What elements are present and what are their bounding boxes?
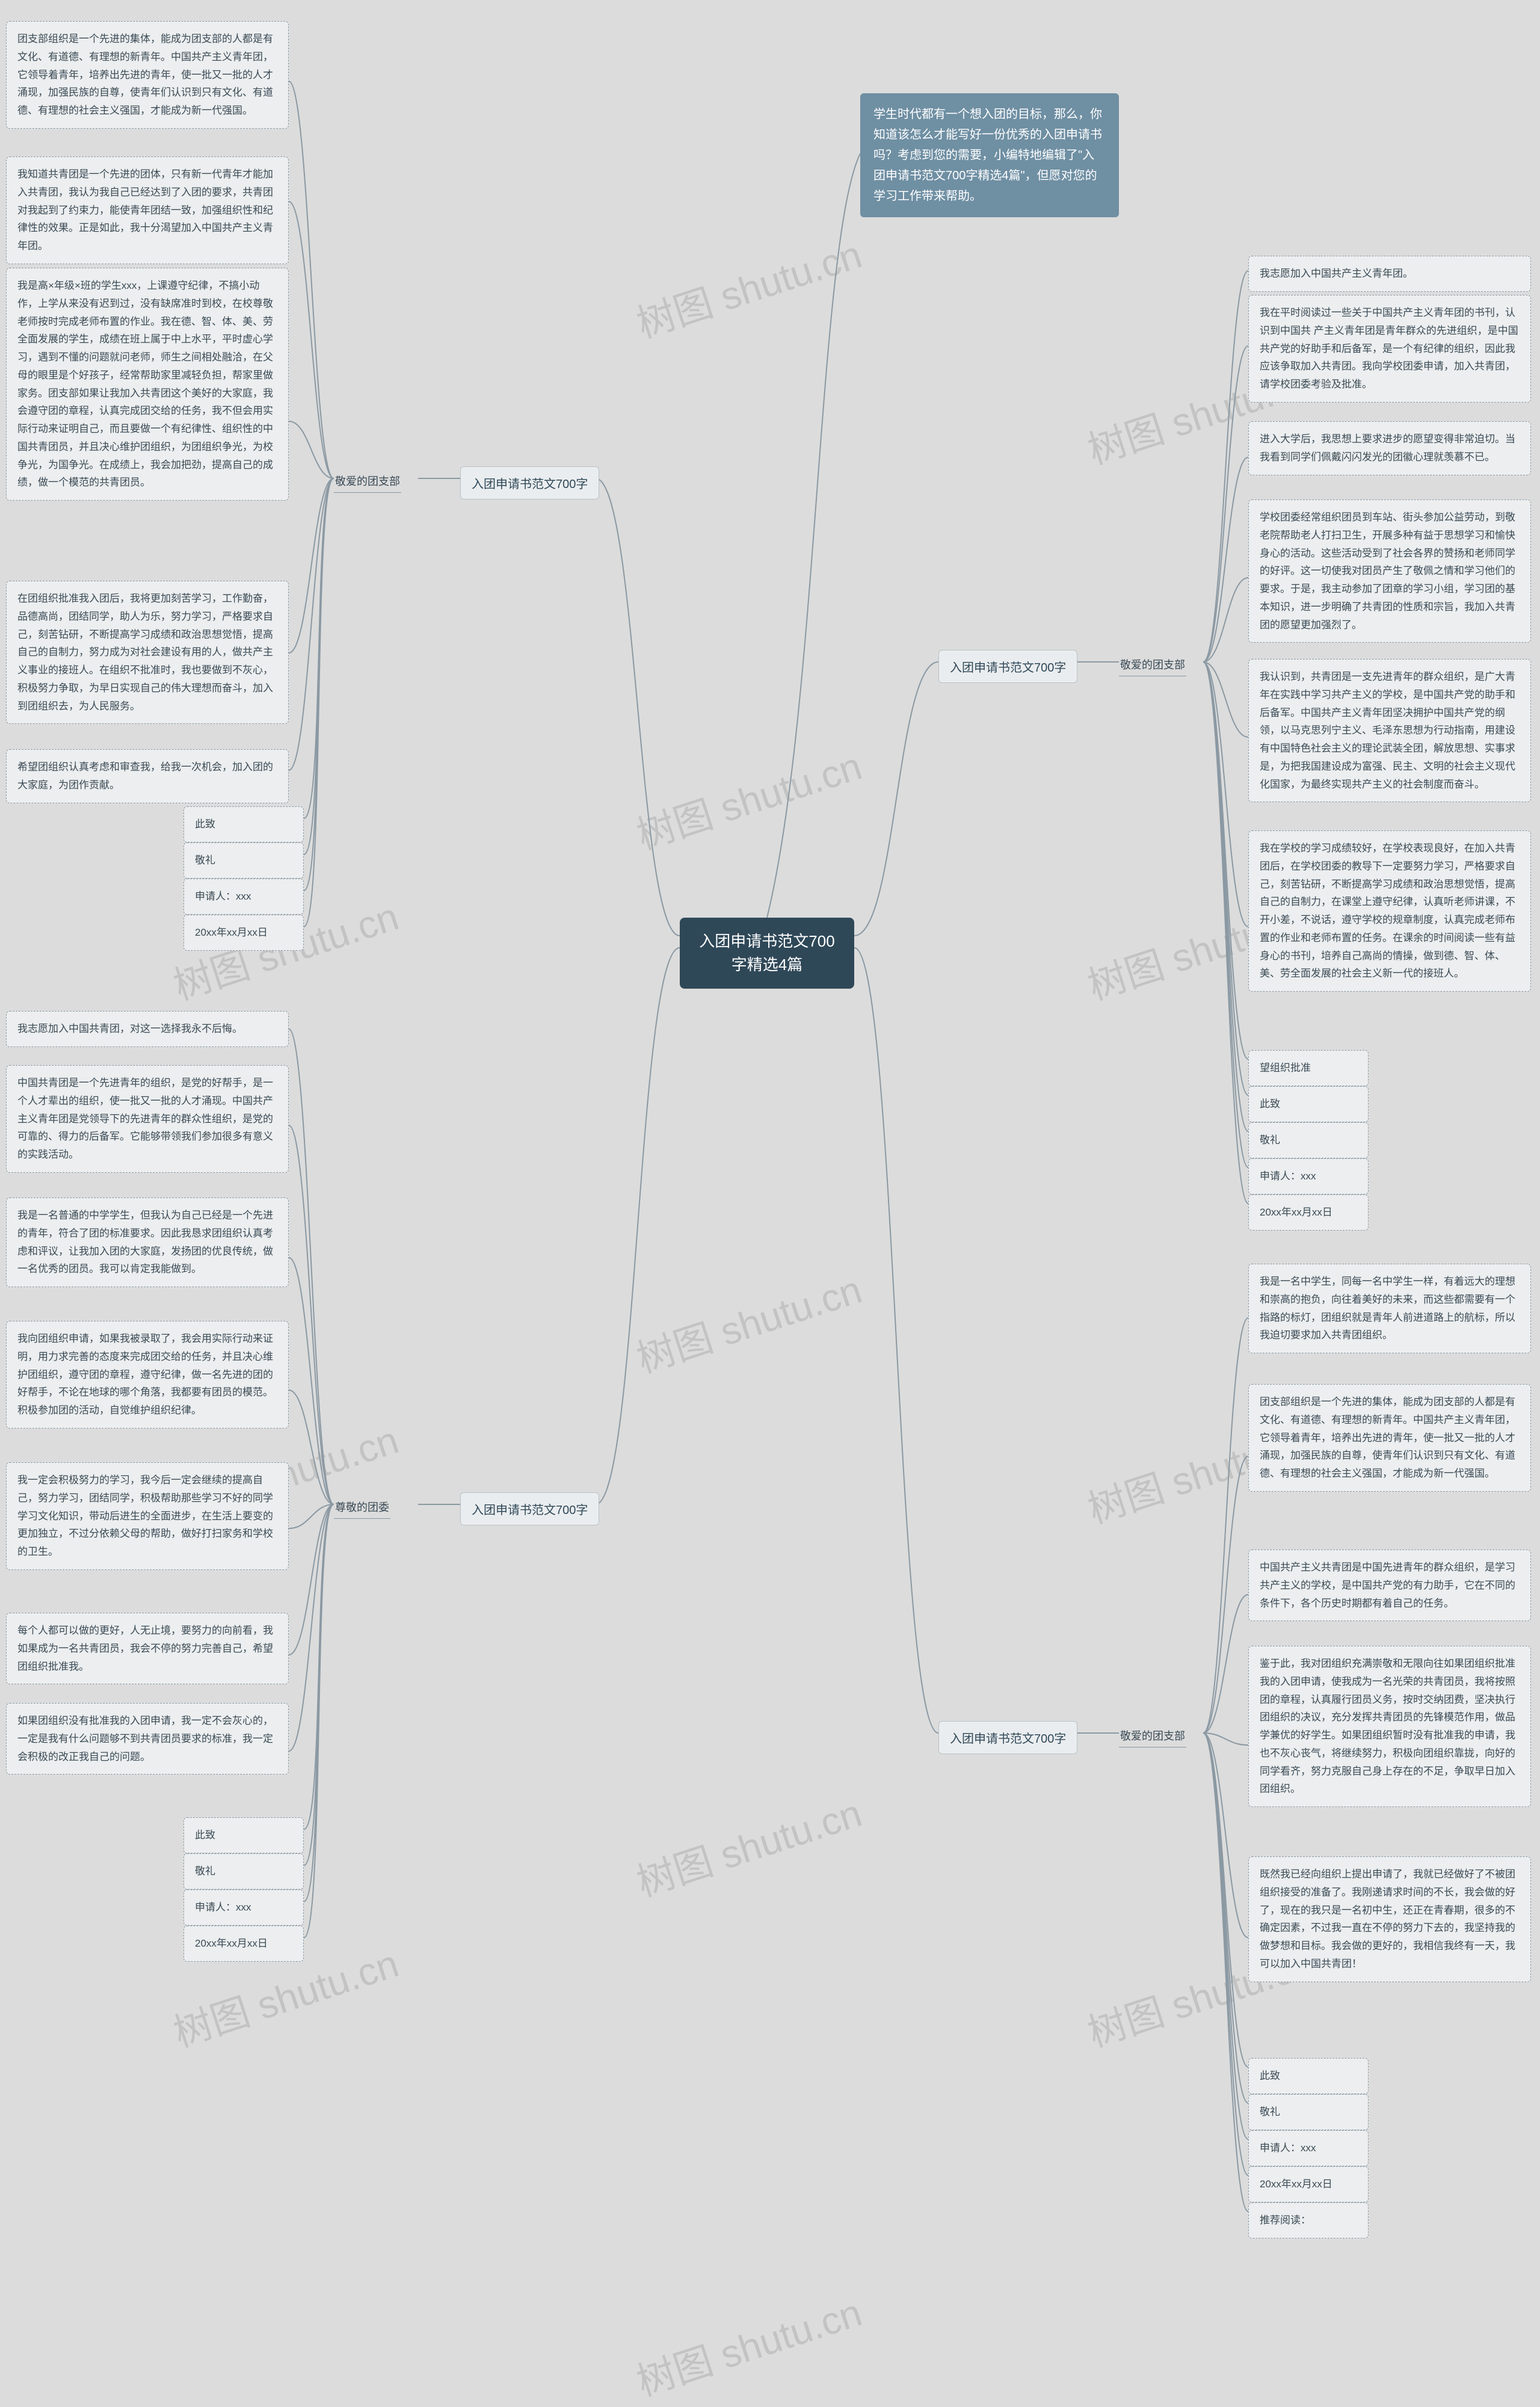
leaf-left-upper-3[interactable]: 在团组织批准我入团后，我将更加刻苦学习，工作勤奋，品德高尚，团结同学，助人为乐，… — [6, 581, 289, 724]
root-label: 入团申请书范文700字精选4篇 — [699, 932, 834, 974]
leaf-left-lower-0[interactable]: 我志愿加入中国共青团，对这一选择我永不后悔。 — [6, 1011, 289, 1047]
branch-right-upper[interactable]: 入团申请书范文700字 — [938, 650, 1077, 683]
closing-left-upper-0: 此致 — [183, 806, 304, 842]
closing-left-upper-2: 申请人：xxx — [183, 879, 304, 915]
sub-right-lower[interactable]: 敬爱的团支部 — [1119, 1725, 1186, 1747]
closing-right-lower-0: 此致 — [1248, 2058, 1369, 2094]
leaf-right-upper-5[interactable]: 我在学校的学习成绩较好，在学校表现良好，在加入共青团后，在学校团委的教导下一定要… — [1248, 830, 1531, 992]
leaf-left-upper-0[interactable]: 团支部组织是一个先进的集体，能成为团支部的人都是有文化、有道德、有理想的新青年。… — [6, 21, 289, 129]
leaf-left-lower-3[interactable]: 我向团组织申请，如果我被录取了，我会用实际行动来证明，用力求完善的态度来完成团交… — [6, 1321, 289, 1429]
sub-label: 敬爱的团支部 — [335, 475, 400, 487]
leaf-left-lower-2[interactable]: 我是一名普通的中学学生，但我认为自己已经是一个先进的青年，符合了团的标准要求。因… — [6, 1197, 289, 1287]
leaf-left-lower-6[interactable]: 如果团组织没有批准我的入团申请，我一定不会灰心的，一定是我有什么问题够不到共青团… — [6, 1703, 289, 1775]
intro-node[interactable]: 学生时代都有一个想入团的目标，那么，你知道该怎么才能写好一份优秀的入团申请书吗？… — [860, 93, 1119, 217]
branch-label: 入团申请书范文700字 — [472, 478, 588, 491]
leaf-right-lower-3[interactable]: 鉴于此，我对团组织充满崇敬和无限向往如果团组织批准我的入团申请，使我成为一名光荣… — [1248, 1646, 1531, 1807]
sub-right-upper[interactable]: 敬爱的团支部 — [1119, 654, 1186, 676]
closing-left-upper-1: 敬礼 — [183, 842, 304, 879]
watermark: 树图 shutu.cn — [629, 1782, 867, 1907]
watermark: 树图 shutu.cn — [629, 735, 867, 860]
closing-left-lower-3: 20xx年xx月xx日 — [183, 1926, 304, 1962]
watermark: 树图 shutu.cn — [629, 2282, 867, 2406]
leaf-left-lower-1[interactable]: 中国共青团是一个先进青年的组织，是党的好帮手，是一个人才辈出的组织，使一批又一批… — [6, 1065, 289, 1173]
leaf-right-lower-2[interactable]: 中国共产主义共青团是中国先进青年的群众组织，是学习共产主义的学校，是中国共产党的… — [1248, 1550, 1531, 1621]
closing-right-upper-0: 望组织批准 — [1248, 1050, 1369, 1086]
leaf-right-upper-3[interactable]: 学校团委经常组织团员到车站、街头参加公益劳动，到敬老院帮助老人打扫卫生，开展多种… — [1248, 499, 1531, 643]
closing-right-lower-4: 推荐阅读： — [1248, 2202, 1369, 2239]
sub-label: 敬爱的团支部 — [1120, 659, 1185, 671]
closing-left-upper-3: 20xx年xx月xx日 — [183, 915, 304, 951]
branch-label: 入团申请书范文700字 — [950, 661, 1066, 675]
leaf-right-upper-0[interactable]: 我志愿加入中国共产主义青年团。 — [1248, 256, 1531, 292]
closing-right-upper-1: 此致 — [1248, 1086, 1369, 1122]
leaf-right-lower-0[interactable]: 我是一名中学生，同每一名中学生一样，有着远大的理想和崇高的抱负，向往着美好的未来… — [1248, 1264, 1531, 1353]
sub-label: 敬爱的团支部 — [1120, 1730, 1185, 1742]
closing-right-lower-3: 20xx年xx月xx日 — [1248, 2166, 1369, 2202]
branch-label: 入团申请书范文700字 — [950, 1732, 1066, 1746]
root-node[interactable]: 入团申请书范文700字精选4篇 — [680, 918, 854, 989]
leaf-left-upper-2[interactable]: 我是高×年级×班的学生xxx，上课遵守纪律，不搞小动作，上学从来没有迟到过，没有… — [6, 268, 289, 501]
sub-label: 尊敬的团委 — [335, 1501, 389, 1513]
leaf-right-lower-4[interactable]: 既然我已经向组织上提出申请了，我就已经做好了不被团组织接受的准备了。我刚递请求时… — [1248, 1856, 1531, 1982]
leaf-left-lower-4[interactable]: 我一定会积极努力的学习，我今后一定会继续的提高自己，努力学习，团结同学，积极帮助… — [6, 1462, 289, 1570]
closing-right-upper-2: 敬礼 — [1248, 1122, 1369, 1158]
watermark: 树图 shutu.cn — [629, 1259, 867, 1383]
closing-right-upper-3: 申请人：xxx — [1248, 1158, 1369, 1194]
leaf-right-upper-1[interactable]: 我在平时阅读过一些关于中国共产主义青年团的书刊，认识到中国共 产主义青年团是青年… — [1248, 295, 1531, 403]
leaf-left-upper-4[interactable]: 希望团组织认真考虑和审查我，给我一次机会，加入团的大家庭，为团作贡献。 — [6, 749, 289, 803]
branch-label: 入团申请书范文700字 — [472, 1504, 588, 1517]
closing-right-lower-1: 敬礼 — [1248, 2094, 1369, 2130]
leaf-left-upper-1[interactable]: 我知道共青团是一个先进的团体，只有新一代青年才能加入共青团，我认为我自己已经达到… — [6, 156, 289, 264]
leaf-right-lower-1[interactable]: 团支部组织是一个先进的集体，能成为团支部的人都是有文化、有道德、有理想的新青年。… — [1248, 1384, 1531, 1492]
sub-left-lower[interactable]: 尊敬的团委 — [334, 1497, 390, 1519]
branch-left-upper[interactable]: 入团申请书范文700字 — [460, 466, 599, 499]
sub-left-upper[interactable]: 敬爱的团支部 — [334, 471, 401, 493]
closing-left-lower-1: 敬礼 — [183, 1853, 304, 1889]
intro-text: 学生时代都有一个想入团的目标，那么，你知道该怎么才能写好一份优秀的入团申请书吗？… — [873, 108, 1102, 203]
branch-left-lower[interactable]: 入团申请书范文700字 — [460, 1492, 599, 1525]
closing-left-lower-0: 此致 — [183, 1817, 304, 1853]
watermark: 树图 shutu.cn — [629, 224, 867, 348]
branch-right-lower[interactable]: 入团申请书范文700字 — [938, 1721, 1077, 1754]
closing-left-lower-2: 申请人：xxx — [183, 1889, 304, 1926]
leaf-right-upper-4[interactable]: 我认识到，共青团是一支先进青年的群众组织，是广大青年在实践中学习共产主义的学校，… — [1248, 659, 1531, 802]
leaf-right-upper-2[interactable]: 进入大学后，我思想上要求进步的愿望变得非常迫切。当我看到同学们佩戴闪闪发光的团徽… — [1248, 421, 1531, 475]
closing-right-lower-2: 申请人：xxx — [1248, 2130, 1369, 2166]
closing-right-upper-4: 20xx年xx月xx日 — [1248, 1194, 1369, 1231]
leaf-left-lower-5[interactable]: 每个人都可以做的更好，人无止境，要努力的向前看，我如果成为一名共青团员，我会不停… — [6, 1613, 289, 1684]
